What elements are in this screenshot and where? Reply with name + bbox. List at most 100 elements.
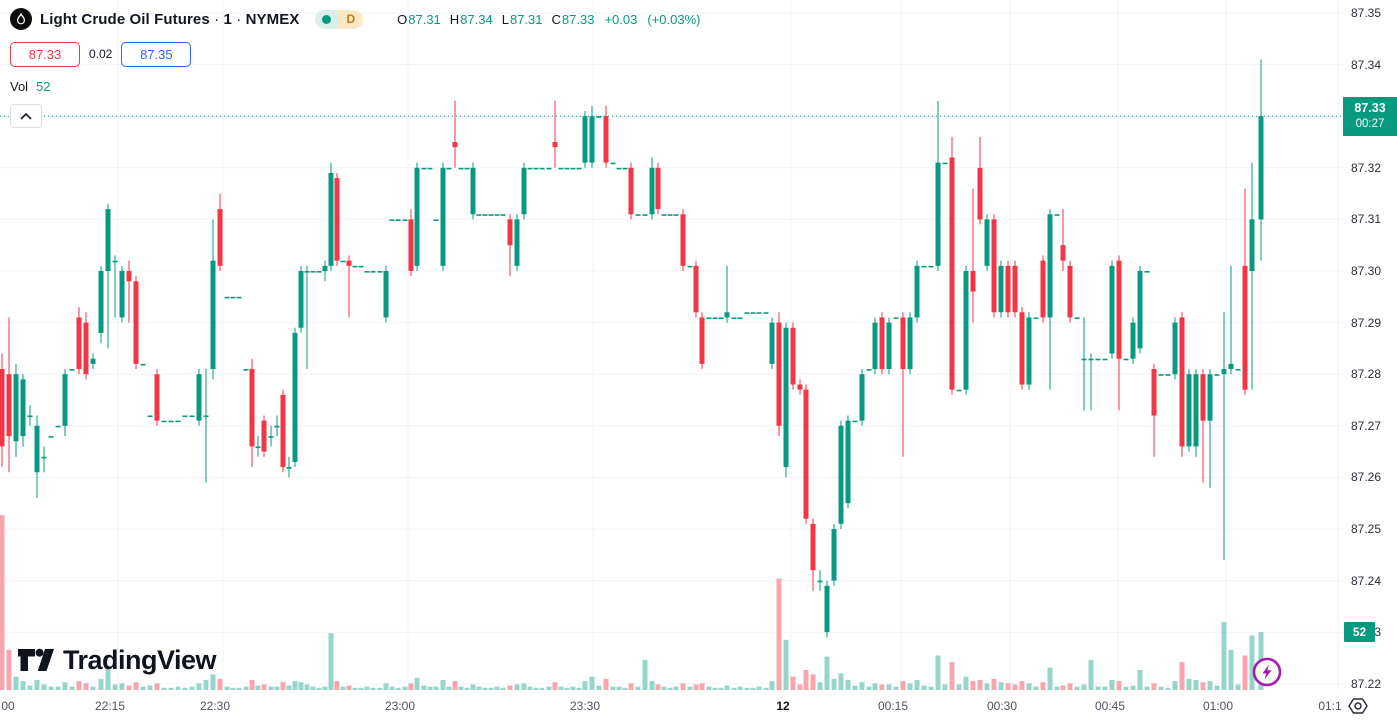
volume-bar [189,686,195,690]
volume-bar [718,687,724,690]
price-axis[interactable]: 87.35 87.34 87.33 87.32 87.31 87.30 87.29 87.28… [1343,0,1397,691]
volume-bar [1026,683,1032,690]
price-axis-label: 87.22 [1351,676,1382,691]
volume-bar [949,662,955,690]
candle-body [48,436,54,438]
candle-body [210,260,216,370]
candle-body [970,271,976,292]
candle-body [900,317,906,370]
candle-body [667,214,673,216]
volume-bar [274,686,280,690]
candle-body [69,369,75,371]
time-axis-label: 00 [1,699,15,713]
candle-body [687,265,693,268]
time-axis[interactable]: 00 22:15 22:30 23:00 23:30 12 00:15 00:30 00:45 0… [0,690,1397,722]
candle-body [744,312,750,314]
candle-body [243,369,249,371]
candle-body [310,271,316,273]
volume-bar [935,655,941,690]
chart-pane[interactable]: Light Crude Oil Futures · 1 · NYMEX D O8… [0,0,1343,690]
volume-bar [346,685,352,690]
candle-body [364,271,370,273]
volume-bar [196,683,202,690]
candle-body [1033,317,1039,320]
candle-body [737,317,743,320]
volume-bar [914,679,920,690]
axis-settings-hexagon-icon[interactable] [1346,694,1370,722]
volume-bar [928,686,934,690]
volume-bar [1249,635,1255,690]
symbol-title[interactable]: Light Crude Oil Futures · 1 · NYMEX [40,11,299,28]
volume-bar [803,669,809,690]
volume-bar [203,679,209,690]
collapse-legend-button[interactable] [10,104,42,128]
market-status-timeframe-pill[interactable]: D [315,9,364,29]
volume-bar [488,687,494,690]
candle-body [817,580,823,583]
candle-body [810,523,816,571]
volume-bar [286,685,292,690]
candle-body [935,162,941,266]
volume-bar [175,686,181,690]
volume-bar [724,685,730,690]
volume-bar [673,686,679,690]
price-axis-label: 87.30 [1351,264,1382,278]
price-axis-label: 87.28 [1351,367,1382,382]
chart-canvas[interactable] [0,0,1343,690]
volume-bar [507,685,513,690]
volume-bar [421,685,427,690]
volume-bar [558,686,564,690]
candle-body [942,162,948,165]
candle-body [440,167,446,266]
volume-bar [942,684,948,690]
close-value: 87.33 [561,11,595,27]
candle-body [470,167,476,215]
candle-body [119,271,125,318]
candle-body [790,327,796,385]
candle-body [0,369,5,447]
volume-bar [0,515,5,690]
time-axis-label: 23:30 [569,699,601,713]
volume-bar [182,687,188,690]
buy-price-button[interactable]: 87.35 [121,41,192,67]
candle-body [377,271,383,273]
symbol-exchange: NYMEX [245,10,300,28]
volume-bar [352,687,358,690]
instant-trading-button[interactable] [1251,656,1283,688]
price-axis-label: 87.29 [1351,315,1382,330]
candle-body [661,214,667,216]
trade-buttons-row: 87.33 0.02 87.35 [10,41,700,67]
timeframe-badge: D [338,9,364,29]
volume-bar [268,686,274,690]
separator-dot: · [236,10,242,28]
candle-body [408,219,414,271]
candle-body [140,363,146,366]
volume-bar [649,681,655,690]
volume-bar [105,665,111,690]
candle-body [546,167,552,170]
volume-bar [635,686,641,690]
candle-body [196,374,202,421]
candle-body [859,374,865,421]
candle-body [673,214,679,216]
current-price-value: 87.33 [1354,101,1386,116]
volume-bar [494,686,500,690]
volume-bar [90,686,96,690]
candle-body [514,219,520,266]
candle-body [1165,374,1171,376]
candle-body [175,420,181,423]
volume-bar [217,678,223,690]
candle-body [724,312,730,318]
volume-bar [824,656,830,690]
sell-price-button[interactable]: 87.33 [10,41,80,67]
candle-body [395,219,401,221]
candle-body [62,374,68,426]
lightning-bolt-icon [1252,657,1282,687]
candle-body [1207,374,1213,421]
candle-body [1137,271,1143,349]
candle-body [6,374,12,437]
candle-body [610,162,616,165]
candle-body [41,456,47,459]
oil-drop-logo-icon [10,8,32,30]
